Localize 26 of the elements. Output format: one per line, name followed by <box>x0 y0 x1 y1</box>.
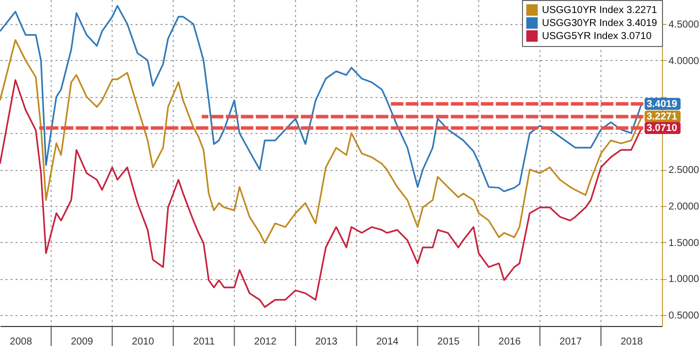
y-tick-label: 1.5000 <box>668 238 700 249</box>
y-tick-label: 4.5000 <box>668 20 700 31</box>
x-tick-label: 2010 <box>132 336 155 348</box>
line-series <box>0 79 642 308</box>
legend-label: USGG30YR Index 3.4019 <box>542 18 658 29</box>
legend-label: USGG5YR Index 3.0710 <box>542 31 652 42</box>
x-tick-label: 2014 <box>376 336 399 348</box>
x-tick-label: 2011 <box>193 336 216 348</box>
x-tick-label: 2016 <box>498 336 522 348</box>
data-label: 3.4019 <box>646 98 678 110</box>
x-tick-label: 2009 <box>70 336 94 348</box>
y-tick-label: 1.0000 <box>668 274 700 286</box>
y-tick-label: 0.5000 <box>668 310 700 322</box>
x-tick-label: 2013 <box>315 336 338 348</box>
x-tick-label: 2008 <box>10 336 32 348</box>
y-tick-label: 4.0000 <box>668 56 700 67</box>
data-label: 3.0710 <box>646 123 678 134</box>
line-series <box>0 39 642 244</box>
y-tick-label: 2.5000 <box>668 165 700 176</box>
x-tick-label: 2012 <box>254 336 277 348</box>
data-label: 3.2271 <box>646 112 678 123</box>
legend-label: USGG10YR Index 3.2271 <box>542 5 658 16</box>
x-tick-label: 2015 <box>437 336 460 348</box>
x-tick-label: 2017 <box>560 336 582 348</box>
x-tick-label: 2018 <box>620 336 644 348</box>
y-tick-label: 2.0000 <box>668 201 700 212</box>
